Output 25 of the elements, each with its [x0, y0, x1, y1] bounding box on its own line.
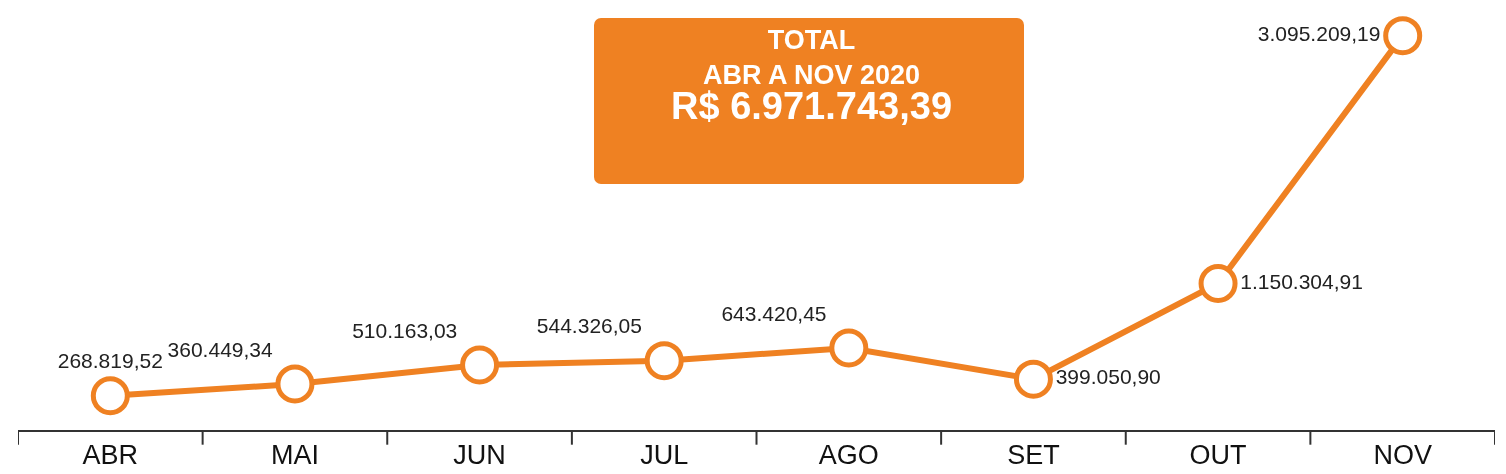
point: [90, 376, 130, 416]
x-tick-label: JUN: [453, 440, 506, 471]
point: [1198, 263, 1238, 303]
point: [644, 341, 684, 381]
data-label: 360.449,34: [167, 337, 273, 361]
x-tick-label: NOV: [1373, 440, 1432, 471]
data-label: 1.150.304,91: [1240, 269, 1363, 293]
x-tick-label: OUT: [1189, 440, 1247, 471]
point: [1383, 16, 1423, 56]
x-tick-label: SET: [1007, 440, 1060, 471]
point: [829, 328, 869, 368]
data-label: 643.420,45: [721, 301, 827, 325]
x-tick-label: AGO: [818, 440, 879, 471]
data-label: 510.163,03: [352, 318, 458, 342]
point: [1013, 359, 1053, 399]
data-label: 544.326,05: [536, 314, 642, 338]
x-tick-label: ABR: [82, 440, 139, 471]
data-label: 3.095.209,19: [1257, 21, 1381, 45]
data-label: 268.819,52: [57, 349, 163, 373]
x-tick-label: MAI: [270, 440, 319, 471]
x-tick-label: JUL: [640, 440, 689, 471]
point: [275, 364, 315, 404]
data-label: 399.050,90: [1055, 365, 1161, 389]
annotation: TOTAL: [767, 25, 856, 55]
point: [460, 345, 500, 385]
